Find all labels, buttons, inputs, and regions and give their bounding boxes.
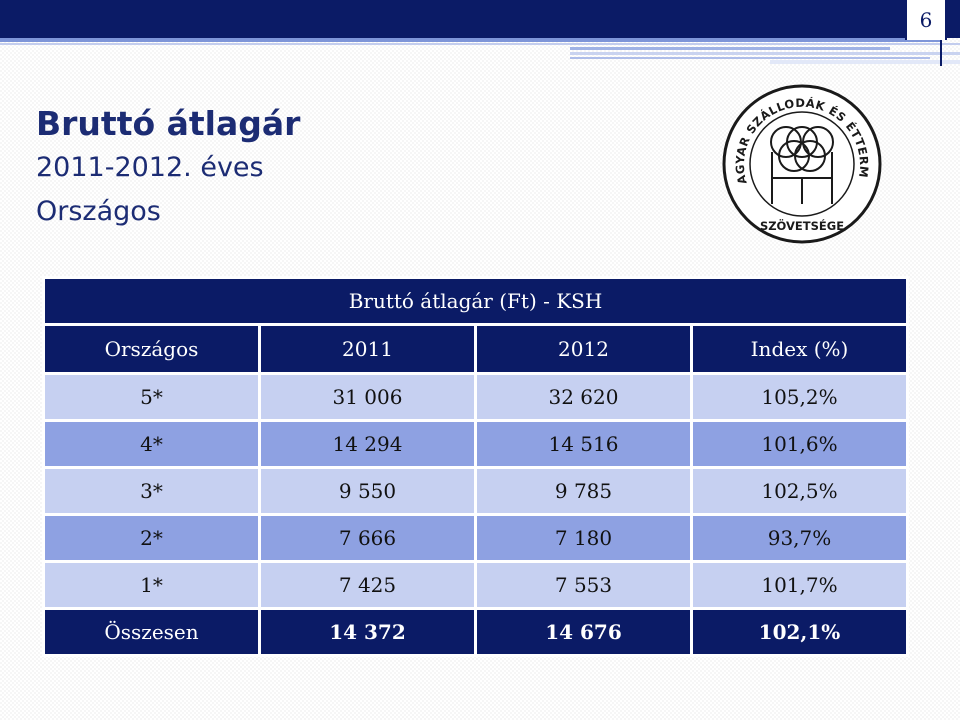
value-index: 93,7%: [690, 513, 909, 563]
value-index: 105,2%: [690, 372, 909, 422]
value-index: 101,6%: [690, 419, 909, 469]
table-row: 4* 14 294 14 516 101,6%: [42, 419, 909, 469]
decorative-strip: [570, 57, 930, 59]
page-number: 6: [905, 0, 947, 40]
decorative-strip: [0, 43, 960, 45]
value-2011: 9 550: [258, 466, 477, 516]
row-label: 3*: [42, 466, 261, 516]
decorative-strip: [770, 60, 960, 64]
value-index: 101,7%: [690, 560, 909, 610]
table-caption: Bruttó átlagár (Ft) - KSH: [42, 276, 909, 326]
decorative-strip: [570, 52, 960, 55]
header-cell: Index (%): [690, 323, 909, 375]
header-cell: 2012: [474, 323, 693, 375]
table-row: 3* 9 550 9 785 102,5%: [42, 466, 909, 516]
value-2011: 7 425: [258, 560, 477, 610]
value-2012: 14 516: [474, 419, 693, 469]
decorative-strip: [0, 38, 940, 42]
seal-bottom-text: SZÖVETSÉGE: [760, 218, 844, 233]
header-cell: 2011: [258, 323, 477, 375]
top-banner: [0, 0, 960, 38]
row-label: 4*: [42, 419, 261, 469]
value-2011: 31 006: [258, 372, 477, 422]
value-2012: 32 620: [474, 372, 693, 422]
slide-subtitle-scope: Országos: [36, 196, 161, 227]
value-index: 102,5%: [690, 466, 909, 516]
value-2011: 7 666: [258, 513, 477, 563]
row-label: 5*: [42, 372, 261, 422]
value-2012: 9 785: [474, 466, 693, 516]
header-cell: Országos: [42, 323, 261, 375]
table-row: 1* 7 425 7 553 101,7%: [42, 560, 909, 610]
price-table: Bruttó átlagár (Ft) - KSH Országos 2011 …: [42, 276, 909, 657]
table-row: 2* 7 666 7 180 93,7%: [42, 513, 909, 563]
row-label: 2*: [42, 513, 261, 563]
slide-subtitle-years: 2011-2012. éves: [36, 152, 264, 183]
association-seal-icon: MAGYAR SZÁLLODÁK ÉS ÉTTERMEK SZÖVETSÉGE: [722, 84, 882, 244]
value-2011: 14 294: [258, 419, 477, 469]
table-total-row: Összesen 14 372 14 676 102,1%: [42, 607, 909, 657]
table-header-row: Országos 2011 2012 Index (%): [42, 323, 909, 375]
total-2011: 14 372: [258, 607, 477, 657]
total-2012: 14 676: [474, 607, 693, 657]
slide-title: Bruttó átlagár: [36, 104, 301, 143]
row-label: 1*: [42, 560, 261, 610]
decorative-strip: [570, 47, 890, 50]
value-2012: 7 553: [474, 560, 693, 610]
total-index: 102,1%: [690, 607, 909, 657]
total-label: Összesen: [42, 607, 261, 657]
table-row: 5* 31 006 32 620 105,2%: [42, 372, 909, 422]
value-2012: 7 180: [474, 513, 693, 563]
